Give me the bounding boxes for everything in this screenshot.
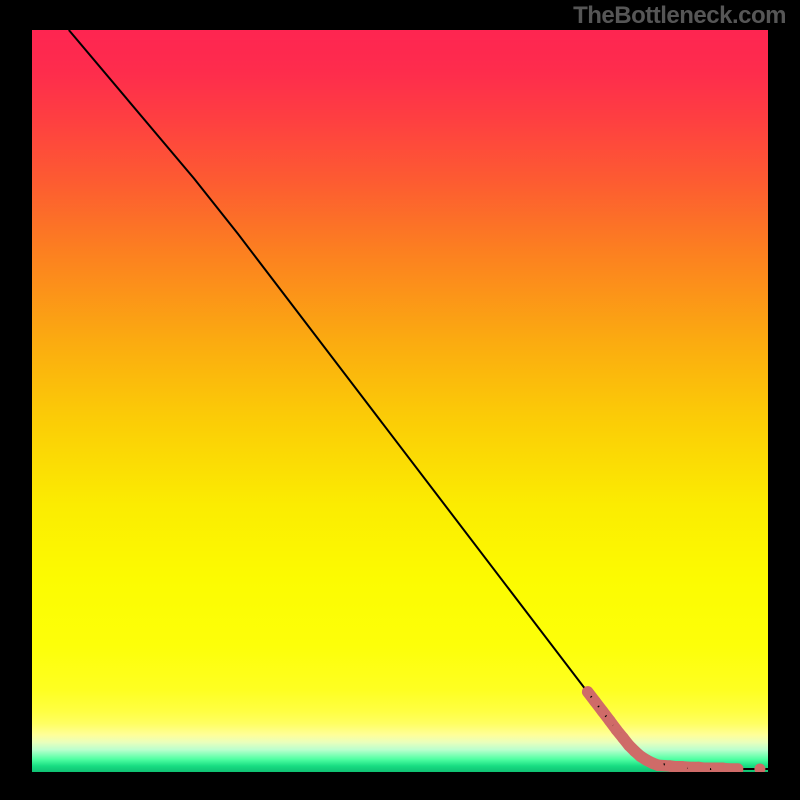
scatter-dot (604, 715, 615, 726)
scatter-dot (590, 696, 601, 707)
scatter-dot (653, 760, 664, 771)
scatter-dot (699, 763, 710, 774)
scatter-dot (754, 764, 765, 775)
scatter-dot (723, 764, 734, 775)
bottleneck-chart (0, 0, 800, 800)
scatter-dot (597, 706, 608, 717)
scatter-dot (732, 764, 743, 775)
scatter-dot (676, 761, 687, 772)
gradient-background (32, 30, 768, 772)
chart-container: TheBottleneck.com (0, 0, 800, 800)
scatter-dot (582, 686, 593, 697)
attribution-label: TheBottleneck.com (573, 2, 786, 30)
